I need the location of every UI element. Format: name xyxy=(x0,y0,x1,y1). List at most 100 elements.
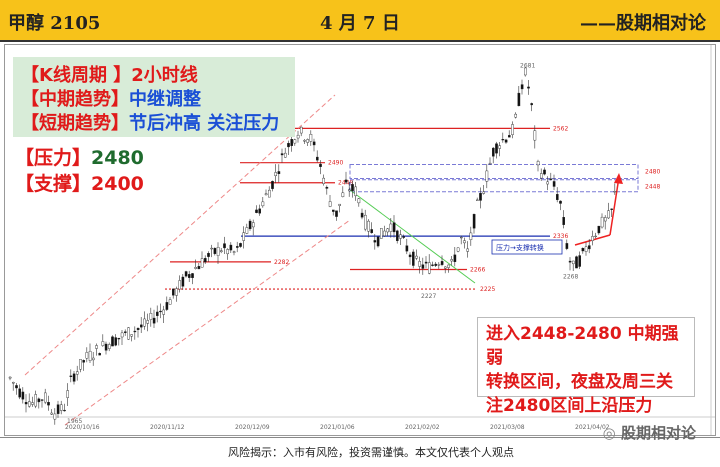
candle-body-157 xyxy=(511,124,514,135)
support-value: 2400 xyxy=(91,173,144,195)
candle-body-24 xyxy=(85,352,89,359)
candle-body-33 xyxy=(114,337,117,346)
candle-body-123 xyxy=(402,236,406,238)
extreme-label-2: 2227 xyxy=(421,293,436,300)
level-label-3: 2336 xyxy=(553,233,568,240)
candle-body-78 xyxy=(258,208,262,214)
candle-body-158 xyxy=(514,113,518,118)
footer: 风险揭示：入市有风险，投资需谨慎。本文仅代表个人观点 ◎ 股期相对论 xyxy=(0,424,720,467)
candle-body-9 xyxy=(37,398,41,403)
candle-body-47 xyxy=(159,310,162,313)
candle-body-167 xyxy=(543,169,546,175)
candle-body-80 xyxy=(264,193,268,196)
candle-body-32 xyxy=(111,336,114,347)
candle-body-6 xyxy=(28,401,31,407)
candle-body-140 xyxy=(456,247,460,252)
candle-body-84 xyxy=(277,171,281,175)
level-label-5: 2266 xyxy=(470,267,485,274)
candle-body-95 xyxy=(312,141,316,146)
green-trendline xyxy=(349,189,476,284)
zone-upper-box xyxy=(349,163,639,179)
candle-body-99 xyxy=(325,186,329,189)
candle-body-54 xyxy=(181,276,185,287)
candle-body-114 xyxy=(373,240,377,243)
candle-body-110 xyxy=(360,212,364,218)
candle-body-115 xyxy=(376,236,380,247)
level-label-1: 2490 xyxy=(328,160,343,167)
candle-body-43 xyxy=(146,320,150,324)
extreme-label-1: 2681 xyxy=(520,63,535,70)
candle-body-83 xyxy=(274,172,278,177)
note-line-1: 进入2448-2480 中期强弱 xyxy=(486,324,679,368)
candle-body-168 xyxy=(546,181,549,185)
candle-body-150 xyxy=(488,162,492,165)
candle-body-10 xyxy=(40,399,44,401)
candle-body-19 xyxy=(69,375,73,378)
candle-body-121 xyxy=(396,230,399,241)
candle-body-36 xyxy=(123,331,127,333)
candle-body-134 xyxy=(437,264,441,266)
candle-body-159 xyxy=(517,92,521,107)
candle-body-89 xyxy=(293,139,297,144)
candle-body-109 xyxy=(357,198,361,204)
candle-body-30 xyxy=(104,343,108,351)
candle-body-38 xyxy=(130,334,133,337)
candle-body-17 xyxy=(63,409,66,412)
candle-body-188 xyxy=(610,208,613,210)
candle-body-108 xyxy=(354,186,358,197)
candle-body-185 xyxy=(600,216,604,228)
candle-body-132 xyxy=(431,264,434,266)
candle-body-189 xyxy=(613,191,617,193)
candle-body-2 xyxy=(15,385,18,389)
candle-body-152 xyxy=(495,143,498,154)
candle-body-130 xyxy=(424,261,428,264)
candle-body-65 xyxy=(216,247,220,256)
extreme-label-3: 2268 xyxy=(563,274,578,281)
x-tick-label-3: 2021/01/06 xyxy=(320,424,355,431)
candle-body-164 xyxy=(533,130,537,141)
candle-body-76 xyxy=(251,222,255,228)
candle-body-129 xyxy=(421,264,425,269)
candle-body-160 xyxy=(520,84,524,90)
x-tick-label-6: 2021/04/02 xyxy=(575,424,610,431)
candle-body-179 xyxy=(581,248,585,252)
candle-body-128 xyxy=(418,261,422,267)
candle-body-172 xyxy=(559,200,562,204)
candle-body-147 xyxy=(479,192,482,201)
mid-trend-label: 【中期趋势】 xyxy=(21,89,129,110)
candle-body-103 xyxy=(338,203,342,206)
candle-body-102 xyxy=(335,210,338,217)
chart-date: 4 月 7 日 xyxy=(320,13,400,34)
candle-body-46 xyxy=(155,311,159,316)
candle-body-178 xyxy=(578,255,581,267)
short-trend-label: 【短期趋势】 xyxy=(21,113,129,134)
candle-body-21 xyxy=(75,371,79,375)
candle-body-170 xyxy=(552,181,556,187)
candle-body-145 xyxy=(472,214,476,229)
candle-body-92 xyxy=(303,140,306,142)
candle-body-161 xyxy=(524,67,527,76)
support-label: 【支撑】 xyxy=(15,173,92,195)
candle-body-126 xyxy=(412,251,415,266)
candlestick-chart: 2562249024482336228222662225248024481965… xyxy=(5,45,715,435)
candle-body-87 xyxy=(287,142,290,148)
candle-body-182 xyxy=(591,236,594,241)
resistance-value: 2480 xyxy=(91,147,144,169)
candle-body-120 xyxy=(392,222,396,233)
candle-body-31 xyxy=(107,344,111,349)
candle-body-57 xyxy=(191,273,194,279)
candle-body-184 xyxy=(597,225,601,234)
candle-body-14 xyxy=(53,413,57,420)
candle-body-58 xyxy=(194,267,198,269)
candle-body-48 xyxy=(162,309,166,315)
candle-body-51 xyxy=(171,288,175,296)
candle-body-155 xyxy=(504,139,508,143)
level-label-0: 2562 xyxy=(553,125,568,132)
candle-body-141 xyxy=(460,236,463,239)
candle-body-97 xyxy=(319,163,322,167)
period-row: 【K线周期 】2小时线 xyxy=(21,61,198,87)
annotation-text: 压力→支撑转换 xyxy=(496,243,544,252)
candle-body-68 xyxy=(226,249,230,255)
candle-body-156 xyxy=(508,135,511,138)
note-line-3: 注2480区间上沿压力 xyxy=(486,396,653,416)
